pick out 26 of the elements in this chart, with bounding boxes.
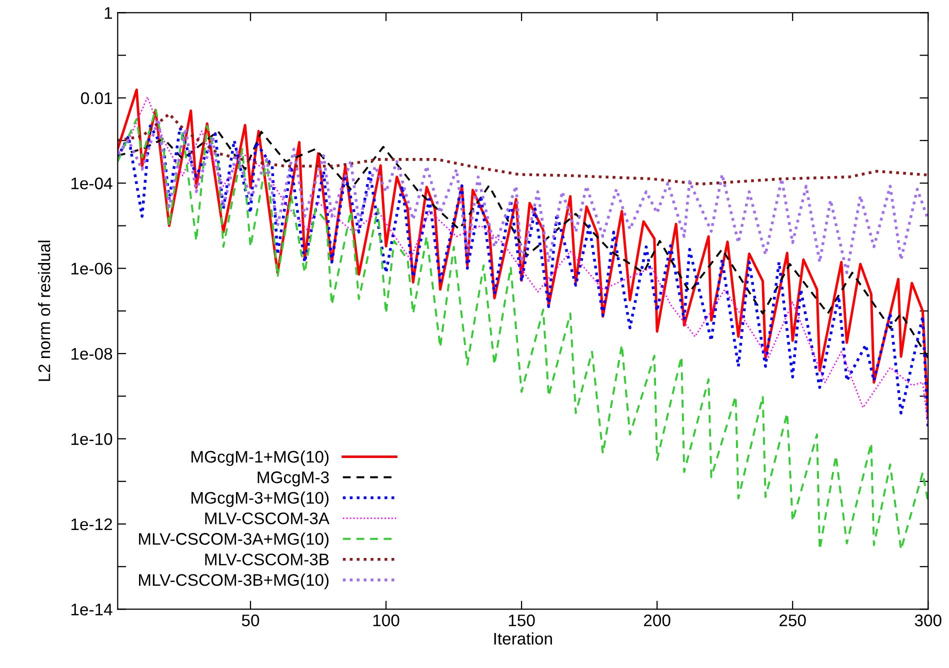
- y-tick-label: 1e-08: [71, 348, 112, 360]
- x-tick-label: 250: [780, 614, 806, 626]
- line-series: [118, 118, 928, 274]
- x-tick-label: 300: [914, 614, 942, 626]
- line-series: [118, 112, 928, 186]
- legend-label: MLV-CSCOM-3A+MG(10): [139, 532, 329, 548]
- legend-label: MGcgM-3+MG(10): [192, 492, 329, 508]
- legend-label: MLV-CSCOM-3B+MG(10): [139, 574, 329, 590]
- x-tick-label: 50: [242, 614, 260, 626]
- x-axis-title: Iteration: [494, 632, 552, 645]
- legend-label: MLV-CSCOM-3A: [205, 512, 330, 524]
- legend-label: MGcgM-3: [258, 471, 329, 487]
- y-tick-label: 0.01: [81, 92, 112, 104]
- x-tick-label: 200: [644, 614, 670, 626]
- y-tick-label: 1e-10: [71, 433, 112, 445]
- x-tick-label: 150: [508, 614, 535, 626]
- y-tick-label: 1e-14: [71, 604, 112, 616]
- legend-label: MGcgM-1+MG(10): [192, 450, 329, 466]
- line-series: [118, 108, 928, 551]
- y-tick-label: 1: [104, 7, 112, 19]
- x-tick-label: 100: [373, 614, 400, 626]
- y-tick-label: 1e-04: [71, 178, 112, 190]
- y-axis-title: L2 norm of residual: [38, 240, 50, 381]
- y-tick-label: 1e-06: [71, 262, 112, 275]
- y-tick-label: 1e-12: [71, 518, 112, 530]
- legend-label: MLV-CSCOM-3B: [205, 554, 329, 566]
